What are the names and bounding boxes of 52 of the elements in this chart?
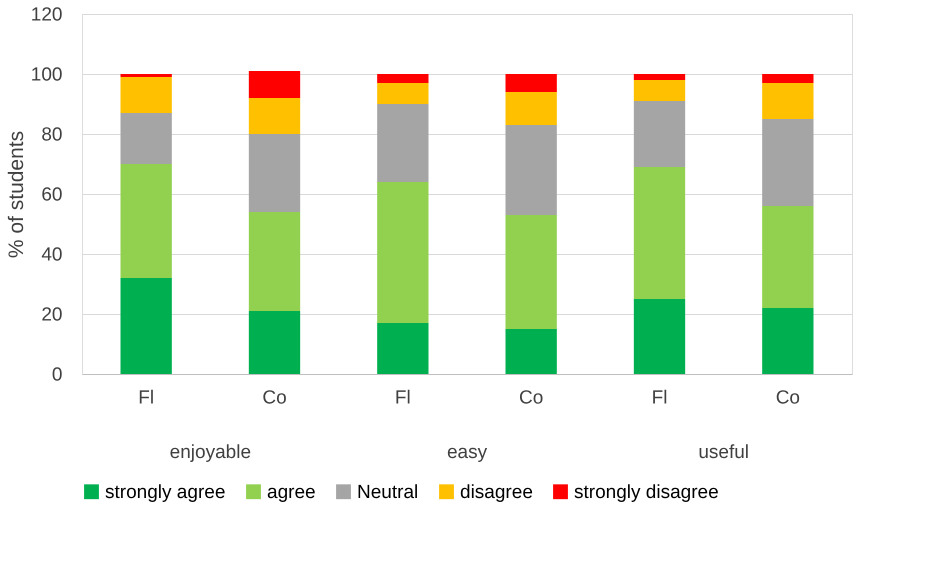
legend-label: Neutral bbox=[357, 482, 418, 503]
y-tick-label: 0 bbox=[52, 364, 62, 386]
bar bbox=[120, 278, 172, 374]
bar bbox=[506, 215, 557, 329]
text: easy bbox=[446, 442, 488, 463]
y-tick-label: 20 bbox=[41, 304, 62, 326]
y-tick-label: 80 bbox=[41, 124, 62, 146]
bar bbox=[377, 83, 428, 104]
bar bbox=[506, 92, 557, 125]
y-tick-label: 40 bbox=[41, 244, 62, 266]
x-tick-label: Co bbox=[776, 388, 800, 408]
bar bbox=[120, 77, 172, 113]
bar bbox=[506, 125, 557, 215]
bar bbox=[120, 164, 172, 278]
x-tick-label: Co bbox=[262, 388, 287, 408]
x-tick-label: Fl bbox=[394, 388, 411, 408]
legend-label: strongly agree bbox=[105, 482, 226, 503]
bar bbox=[248, 71, 300, 98]
bar bbox=[506, 74, 557, 92]
bar bbox=[377, 74, 428, 83]
x-tick-label: Co bbox=[519, 388, 544, 408]
bar bbox=[506, 329, 557, 374]
legend-label: strongly disagree bbox=[574, 482, 719, 503]
y-axis-title: % of students bbox=[4, 130, 28, 258]
bar bbox=[377, 323, 428, 374]
x-tick-label: Fl bbox=[652, 388, 668, 408]
bar bbox=[248, 98, 300, 134]
bar bbox=[120, 74, 172, 77]
bar bbox=[634, 80, 686, 101]
bar bbox=[762, 308, 814, 374]
bar bbox=[248, 311, 300, 374]
text: useful bbox=[698, 442, 750, 463]
bar bbox=[377, 182, 428, 323]
x-tick-label: Fl bbox=[138, 388, 154, 408]
bar bbox=[762, 206, 814, 308]
bar bbox=[634, 299, 686, 374]
bar bbox=[762, 83, 814, 119]
bar bbox=[377, 104, 428, 182]
bar bbox=[248, 212, 300, 311]
bar bbox=[762, 74, 814, 83]
bar bbox=[762, 119, 814, 206]
bar bbox=[634, 74, 686, 80]
bar bbox=[120, 113, 172, 164]
bar bbox=[248, 134, 300, 212]
bar bbox=[634, 167, 686, 299]
y-tick-label: 60 bbox=[41, 184, 62, 206]
legend-label: agree bbox=[267, 482, 316, 503]
text: enjoyable bbox=[170, 442, 252, 463]
y-tick-label: 120 bbox=[30, 4, 62, 26]
bar bbox=[634, 101, 686, 167]
y-tick-label: 100 bbox=[30, 64, 62, 86]
legend-label: disagree bbox=[460, 482, 533, 503]
